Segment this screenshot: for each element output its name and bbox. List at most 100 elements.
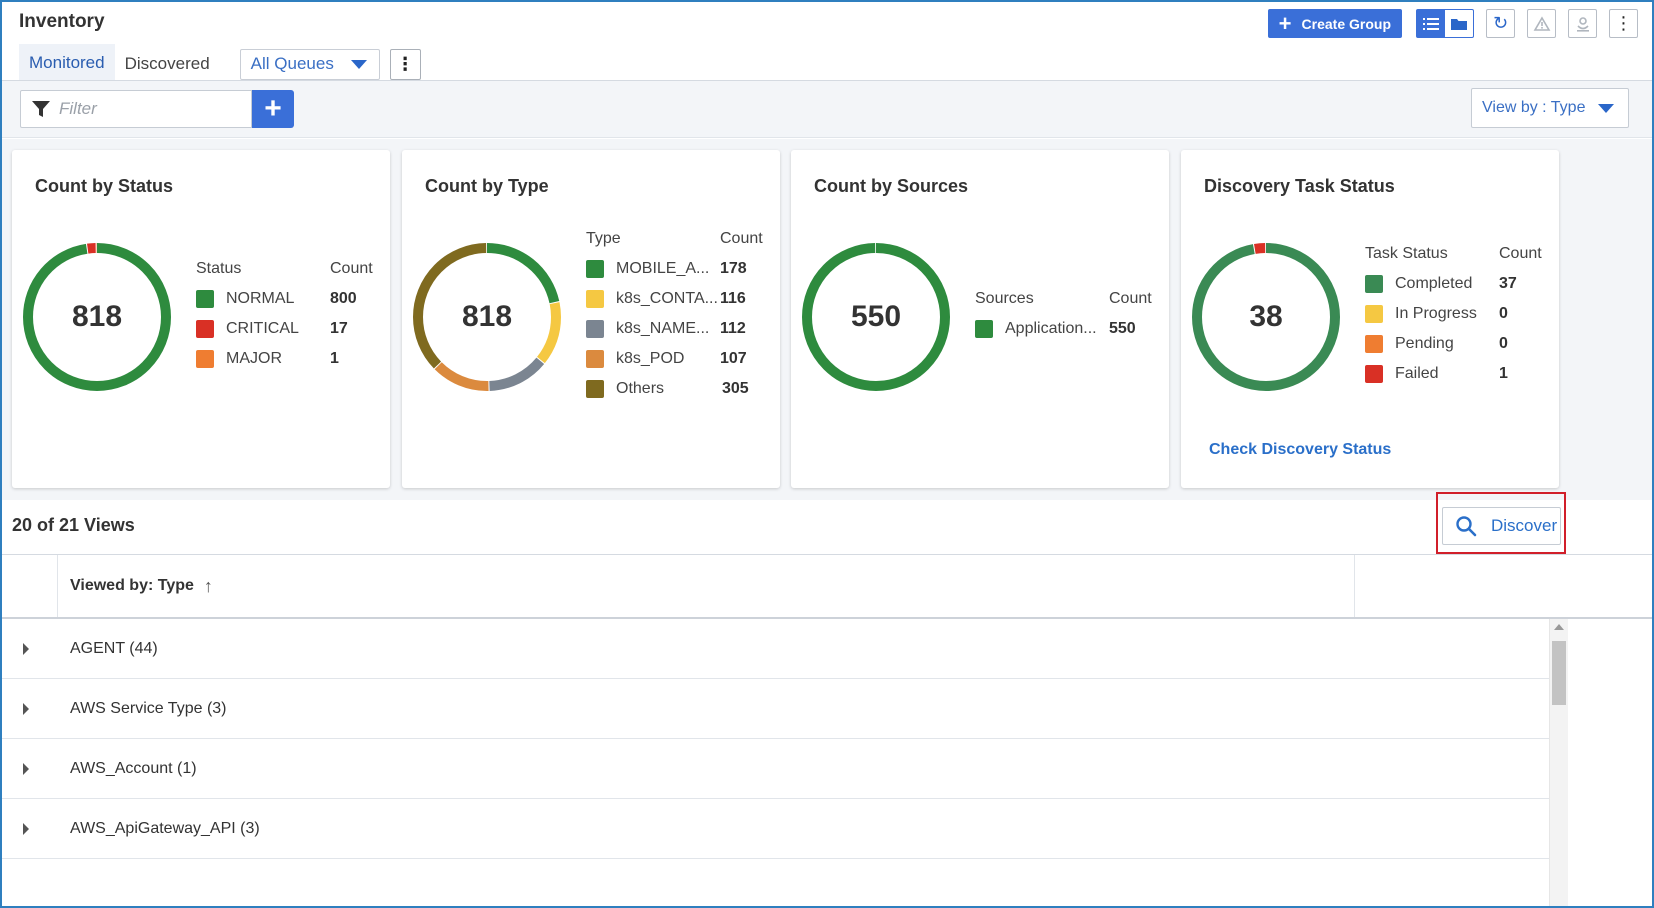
create-group-label: Create Group (1301, 15, 1391, 32)
microscope-icon (1576, 16, 1589, 32)
legend-count: 112 (720, 320, 746, 337)
discovery-legend: Task Status Count Completed 37 In Progress… (1365, 239, 1550, 389)
donut-segment (413, 243, 561, 391)
status-donut (23, 243, 171, 391)
donut-segment (413, 243, 561, 391)
expand-caret-icon[interactable] (23, 642, 29, 655)
donut-segment (1192, 243, 1340, 391)
plus-icon: + (264, 92, 282, 125)
legend-count: 17 (330, 320, 348, 337)
diagnostics-button[interactable] (1568, 9, 1597, 38)
legend-header-count: Count (330, 260, 373, 277)
type-donut (413, 243, 561, 391)
legend-count: 116 (720, 290, 746, 307)
tab-bar: Monitored Discovered All Queues ⋮ (19, 44, 421, 84)
create-group-button[interactable]: + Create Group (1267, 9, 1402, 38)
legend-swatch (196, 320, 214, 338)
folder-icon (1451, 18, 1467, 30)
sources-donut (802, 243, 950, 391)
refresh-icon: ↻ (1492, 13, 1509, 33)
legend-label: Others (616, 380, 665, 397)
header-divider (2, 80, 1652, 81)
legend-item: NORMAL 800 (196, 284, 381, 314)
plus-icon: + (1278, 10, 1292, 36)
vertical-scrollbar[interactable] (1549, 619, 1568, 906)
row-label: AWS_Account (1) (70, 759, 197, 777)
legend-item: CRITICAL 17 (196, 314, 381, 344)
legend-header-label: Status (196, 260, 242, 277)
table-header: Viewed by: Type ↑ (2, 555, 1652, 619)
donut-total: 818 (461, 300, 513, 333)
legend-count: 305 (722, 380, 749, 397)
table-row[interactable]: AWS_Account (1) (2, 739, 1549, 799)
filter-input[interactable]: Filter (20, 90, 252, 128)
queue-select-value: All Queues (250, 54, 334, 73)
legend-label: MOBILE_A... (616, 260, 710, 277)
folder-view-button[interactable] (1445, 10, 1473, 37)
discover-button[interactable]: Discover (1442, 507, 1561, 545)
table-row[interactable]: AGENT (44) (2, 619, 1549, 679)
alert-map-button[interactable] (1527, 9, 1556, 38)
legend-item: k8s_POD 107 (586, 344, 771, 374)
column-header-label: Viewed by: Type (70, 577, 194, 594)
donut-segment (802, 243, 950, 391)
view-by-select[interactable]: View by : Type (1471, 88, 1629, 128)
queue-select[interactable]: All Queues (239, 48, 380, 80)
card-title: Count by Type (425, 176, 549, 196)
refresh-button[interactable]: ↻ (1486, 9, 1515, 38)
legend-header-label: Sources (975, 290, 1034, 307)
legend-item: k8s_CONTA... 116 (586, 284, 771, 314)
check-discovery-status-link[interactable]: Check Discovery Status (1209, 441, 1392, 458)
legend-swatch (1365, 365, 1383, 383)
filter-icon (32, 101, 50, 117)
more-options-button[interactable]: ⋮ (1609, 9, 1638, 38)
table-row[interactable]: AWS_ApiGateway_API (3) (2, 799, 1549, 859)
legend-count: 107 (720, 350, 747, 367)
legend-header-count: Count (1499, 245, 1542, 262)
legend-header-label: Task Status (1365, 245, 1448, 262)
legend-header-label: Type (586, 230, 621, 247)
card-title: Count by Status (35, 176, 173, 196)
legend-item: Application... 550 (975, 314, 1160, 344)
tab-discovered[interactable]: Discovered (124, 54, 210, 73)
sort-ascending-icon: ↑ (203, 575, 213, 596)
search-icon (1456, 516, 1477, 537)
discover-label: Discover (1491, 516, 1558, 535)
legend-count: 800 (330, 290, 357, 307)
legend-swatch (586, 320, 604, 338)
tab-monitored[interactable]: Monitored (19, 44, 115, 84)
legend-item: MOBILE_A... 178 (586, 254, 771, 284)
tabs-more-button[interactable]: ⋮ (389, 48, 421, 80)
type-legend: Type Count MOBILE_A... 178 k8s_CONTA... 116… (586, 224, 771, 404)
more-vertical-icon: ⋮ (396, 53, 415, 74)
legend-swatch (586, 260, 604, 278)
card-count-by-status: Count by Status 818 Status Count NORMAL 80… (12, 150, 390, 488)
chevron-down-icon (350, 59, 367, 69)
expand-caret-icon[interactable] (23, 702, 29, 715)
highlight-box (1436, 492, 1566, 554)
page-title: Inventory (19, 11, 105, 32)
table-row[interactable]: AWS Service Type (3) (2, 679, 1549, 739)
legend-label: k8s_NAME... (616, 320, 710, 337)
filter-placeholder: Filter (59, 99, 97, 118)
donut-segment (413, 243, 561, 391)
more-vertical-icon: ⋮ (1614, 13, 1633, 33)
add-filter-button[interactable]: + (252, 90, 294, 128)
scroll-thumb[interactable] (1552, 641, 1566, 705)
legend-label: Pending (1395, 335, 1454, 352)
expand-caret-icon[interactable] (23, 822, 29, 835)
scroll-up-arrow-icon[interactable] (1554, 624, 1564, 630)
column-divider (1354, 555, 1355, 617)
card-title: Discovery Task Status (1204, 176, 1395, 196)
column-header-type[interactable]: Viewed by: Type ↑ (70, 555, 213, 617)
legend-label: Completed (1395, 275, 1473, 292)
legend-label: k8s_POD (616, 350, 685, 367)
list-view-button[interactable] (1417, 10, 1445, 37)
legend-item: In Progress 0 (1365, 299, 1550, 329)
view-toggle (1416, 9, 1474, 38)
expand-column-header (2, 555, 58, 617)
expand-caret-icon[interactable] (23, 762, 29, 775)
chevron-down-icon (1598, 103, 1614, 113)
legend-swatch (1365, 275, 1383, 293)
